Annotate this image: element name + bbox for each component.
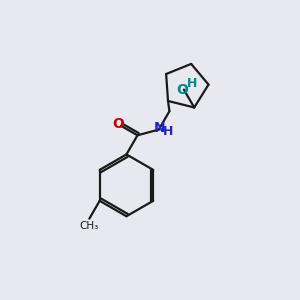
Text: O: O bbox=[112, 117, 124, 131]
Text: N: N bbox=[154, 121, 165, 134]
Text: H: H bbox=[163, 125, 173, 138]
Text: CH₃: CH₃ bbox=[80, 221, 99, 231]
Text: O: O bbox=[176, 82, 188, 97]
Text: H: H bbox=[187, 77, 197, 90]
